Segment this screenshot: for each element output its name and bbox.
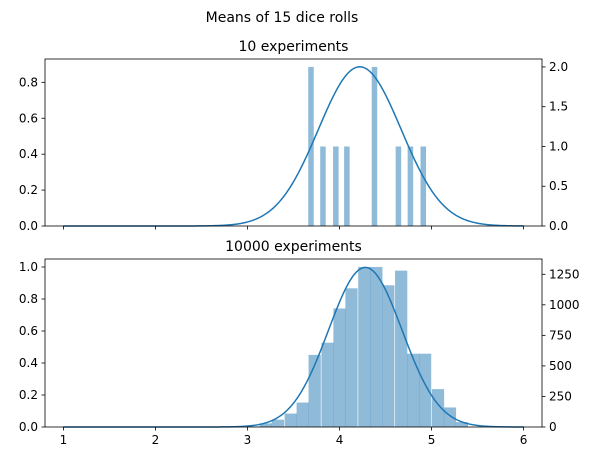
histogram-bar xyxy=(382,285,395,427)
histogram-bar xyxy=(358,266,371,427)
subplot-10000-experiments: 10000 experiments 1 2 3 4 5 6 0.0 0.2 0.4 0.6 0.8 1.… xyxy=(19,239,580,447)
y-left-tick-label: 0.2 xyxy=(19,388,38,402)
histogram-bar xyxy=(407,353,420,427)
histogram-bar xyxy=(271,419,284,427)
y-left-tick-label: 0.2 xyxy=(19,183,38,197)
histogram-bar xyxy=(333,146,339,226)
x-tick-label: 4 xyxy=(336,433,344,447)
y-left-tick-label: 0.0 xyxy=(19,219,38,233)
x-tick-label: 3 xyxy=(244,433,252,447)
y-right-tick-label: 1000 xyxy=(549,298,580,312)
y-right-tick-label: 750 xyxy=(549,328,572,342)
histogram-bar xyxy=(395,146,402,226)
histogram-bar xyxy=(395,270,408,427)
histogram-bar xyxy=(345,288,358,427)
x-tick-label: 5 xyxy=(428,433,436,447)
histogram-bar xyxy=(407,146,414,226)
y-left-tick-label: 0.6 xyxy=(19,324,38,338)
histogram-bar xyxy=(371,66,378,226)
histogram-bar xyxy=(296,402,309,427)
y-left-tick-label: 0.8 xyxy=(19,75,38,89)
subplot-title: 10 experiments xyxy=(239,39,349,55)
y-right-tick-label: 250 xyxy=(549,389,572,403)
y-left-tick-label: 1.0 xyxy=(19,260,38,274)
histogram-bar xyxy=(344,146,350,226)
axes-frame xyxy=(44,258,543,428)
normal-pdf-curve xyxy=(63,66,524,227)
histogram-bar xyxy=(455,422,469,427)
y-right-tick-label: 2.0 xyxy=(549,60,568,74)
y-left-tick-label: 0.4 xyxy=(19,356,38,370)
histogram-bars xyxy=(247,266,469,427)
y-left-tick-label: 0.0 xyxy=(19,420,38,434)
histogram-bar xyxy=(259,423,273,427)
y-right-tick-label: 1250 xyxy=(549,267,580,281)
histogram-bar xyxy=(284,413,297,427)
histogram-bar xyxy=(333,308,346,427)
histogram-bar xyxy=(418,353,432,427)
histogram-bar xyxy=(321,342,334,427)
x-tick-label: 1 xyxy=(60,433,68,447)
x-tick-label: 6 xyxy=(520,433,528,447)
axes-frame xyxy=(44,58,543,227)
y-right-tick-label: 1.0 xyxy=(549,139,568,153)
subplot-10-experiments: 10 experiments 0.0 0.2 0.4 0.6 0.8 0.0 0.5 1.0 1.… xyxy=(19,39,568,233)
normal-pdf-curve xyxy=(63,266,524,428)
y-right-tick-label: 0.5 xyxy=(549,179,568,193)
figure-suptitle: Means of 15 dice rolls xyxy=(206,10,359,26)
y-left-tick-label: 0.8 xyxy=(19,292,38,306)
y-left-tick-label: 0.4 xyxy=(19,147,38,161)
histogram-bar xyxy=(320,146,326,226)
histogram-bar xyxy=(370,266,383,427)
histogram-bar xyxy=(420,146,427,226)
y-left-tick-label: 0.6 xyxy=(19,111,38,125)
histogram-bar xyxy=(431,389,445,427)
y-right-tick-label: 1.5 xyxy=(549,100,568,114)
histogram-bar xyxy=(443,407,457,427)
y-right-tick-label: 500 xyxy=(549,359,572,373)
y-right-tick-label: 0 xyxy=(549,420,557,434)
x-tick-label: 2 xyxy=(152,433,160,447)
y-right-tick-label: 0.0 xyxy=(549,219,568,233)
subplot-title: 10000 experiments xyxy=(225,239,362,255)
